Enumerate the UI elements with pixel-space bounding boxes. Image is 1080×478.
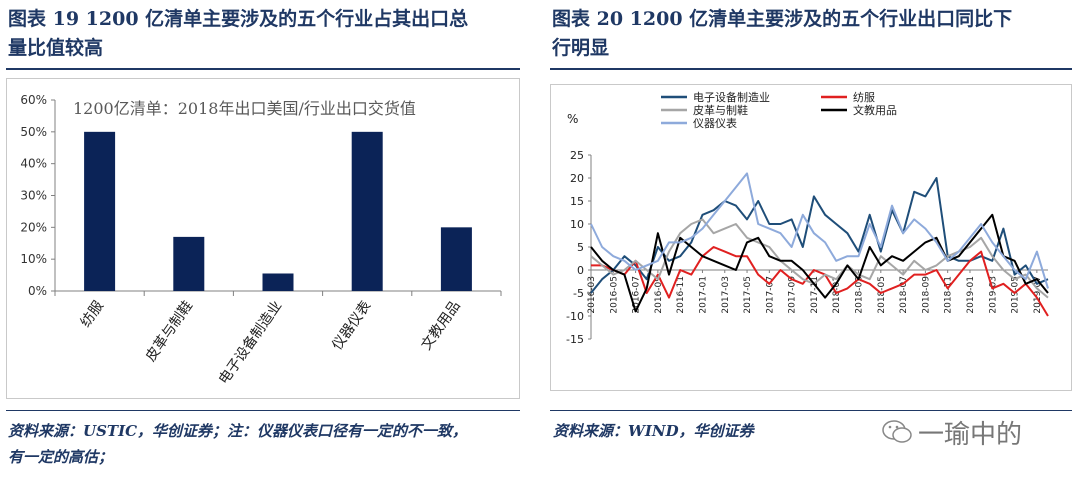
x-tick-label: 2017-11 <box>810 276 820 314</box>
x-tick-label: 2016-11 <box>676 276 686 314</box>
x-tick-label: 2017-01 <box>698 276 708 314</box>
y-tick-label: 10% <box>20 252 47 266</box>
y-tick-label: 0% <box>28 284 47 298</box>
y-tick-label: 40% <box>20 157 47 171</box>
series-line <box>591 246 1049 317</box>
x-tick-label: 2018-11 <box>944 276 954 314</box>
y-tick-label: 30% <box>20 189 47 203</box>
right-title-line2: 行明显 <box>552 37 610 59</box>
x-tick-label: 2019-07 <box>1033 276 1043 314</box>
left-title-line1: 图表 19 1200 亿清单主要涉及的五个行业占其出口总 <box>8 8 469 30</box>
x-tick-label: 2016-09 <box>654 276 664 314</box>
chart-title: 1200亿清单：2018年出口美国/行业出口交货值 <box>73 99 416 118</box>
y-tick-label: 5 <box>577 241 584 254</box>
left-title-line2: 量比值较高 <box>8 37 104 59</box>
x-tick-label: 2017-09 <box>788 276 798 314</box>
y-tick-label: 50% <box>20 125 47 139</box>
watermark: 一瑜中的 <box>882 412 1062 452</box>
left-chart-frame: 0% 10% 20% 30% 40% 50% 60% 1200亿清单：2018年出口美国/行业… <box>6 78 520 399</box>
x-tick-label: 2016-05 <box>609 276 619 314</box>
y-tick-label: 15 <box>570 195 584 208</box>
right-title-rule <box>550 68 1072 70</box>
bar-chart: 0% 10% 20% 30% 40% 50% 60% 1200亿清单：2018年出口美国/行业… <box>20 93 502 388</box>
right-source-note: 资料来源：WIND，华创证券 <box>553 418 873 444</box>
x-tick-label: 2017-07 <box>765 276 775 314</box>
x-tick-label: 2017-05 <box>743 276 753 314</box>
x-tick-label: 2016-03 <box>587 276 597 314</box>
y-tick-label: 20 <box>570 172 584 185</box>
category-label: 电子设备制造业 <box>215 298 285 388</box>
legend-label: 皮革与制鞋 <box>693 103 748 117</box>
x-tick-label: 2018-05 <box>877 276 887 314</box>
legend-label: 仪器仪表 <box>693 116 737 130</box>
bar <box>262 273 294 291</box>
legend-label: 电子设备制造业 <box>693 90 770 104</box>
y-tick-label: -10 <box>566 310 584 323</box>
left-source-line2: 有一定的高估； <box>8 448 114 466</box>
right-title-line1: 图表 20 1200 亿清单主要涉及的五个行业出口同比下 <box>552 8 1013 30</box>
x-tick-label: 2017-03 <box>721 276 731 314</box>
x-tick-label: 2018-09 <box>921 276 931 314</box>
right-chart-frame: % 25 20 15 10 5 0 -5 -10 -15 2016-03 2016-05 2016-07… <box>550 84 1072 391</box>
x-tick-label: 2018-07 <box>899 276 909 314</box>
left-source-rule <box>6 410 520 411</box>
bar <box>173 236 205 291</box>
right-source-rule <box>550 410 1072 411</box>
line-chart: % 25 20 15 10 5 0 -5 -10 -15 2016-03 2016-05 2016-07… <box>566 90 1049 346</box>
x-tick-label: 2019-03 <box>988 276 998 314</box>
bar <box>84 131 116 291</box>
watermark-text: 一瑜中的 <box>918 420 1023 450</box>
y-tick-label: -5 <box>573 287 584 300</box>
category-label: 文教用品 <box>418 298 463 353</box>
x-tick-label: 2018-01 <box>832 276 842 314</box>
right-figure-title: 图表 20 1200 亿清单主要涉及的五个行业出口同比下 行明显 <box>552 5 1072 63</box>
left-title-rule <box>6 68 520 70</box>
bar <box>351 131 383 291</box>
y-tick-label: -15 <box>566 333 584 346</box>
x-tick-label: 2018-03 <box>855 276 865 314</box>
x-tick-label: 2019-01 <box>966 276 976 314</box>
category-label: 纺服 <box>78 298 107 330</box>
right-source-line: 资料来源：WIND，华创证券 <box>553 422 754 440</box>
left-source-line1: 资料来源：USTIC，华创证券；注：仪器仪表口径有一定的不一致， <box>8 422 468 440</box>
series-line <box>590 218 1049 299</box>
y-tick-label: 10 <box>570 218 584 231</box>
x-tick-label: 2019-05 <box>1011 276 1021 314</box>
wechat-icon <box>882 420 912 443</box>
y-tick-label: 20% <box>20 220 47 234</box>
y-tick-label: 25 <box>570 149 584 162</box>
y-tick-label: 0 <box>577 264 584 277</box>
category-label: 仪器仪表 <box>329 298 374 353</box>
legend-label: 纺服 <box>853 90 875 104</box>
series-line <box>590 172 1049 289</box>
y-tick-label: 60% <box>20 93 47 107</box>
bar <box>440 227 472 291</box>
left-source-note: 资料来源：USTIC，华创证券；注：仪器仪表口径有一定的不一致， 有一定的高估； <box>8 418 520 470</box>
y-axis-unit: % <box>567 112 578 126</box>
category-label: 皮革与制鞋 <box>143 298 196 365</box>
x-tick-label: 2016-07 <box>632 276 642 314</box>
series-line <box>590 213 1049 313</box>
left-figure-title: 图表 19 1200 亿清单主要涉及的五个行业占其出口总 量比值较高 <box>8 5 518 63</box>
legend-label: 文教用品 <box>853 103 897 117</box>
